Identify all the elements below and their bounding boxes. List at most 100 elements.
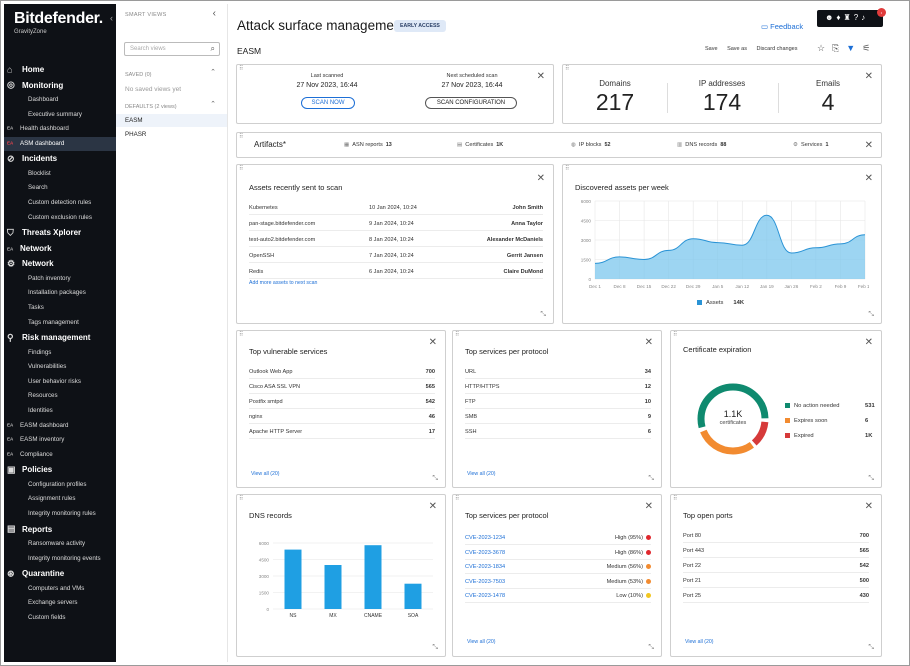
close-icon[interactable]: ✕	[864, 71, 873, 82]
resize-icon[interactable]: ⤡	[432, 644, 438, 651]
gift-icon[interactable]: ♜	[843, 13, 854, 22]
table-row[interactable]: CVE-2023-1234 High (95%)	[465, 531, 651, 545]
sidebar-item-risk-management[interactable]: ⚲ Risk management	[4, 330, 116, 346]
sidebar-item-assignment-rules[interactable]: Assignment rules	[4, 492, 116, 507]
drag-handle-icon[interactable]: ⠿	[239, 332, 244, 338]
scan-now-button[interactable]: SCAN NOW	[301, 97, 355, 109]
artifact-dns-records[interactable]: ▥ DNS records 88	[677, 142, 727, 148]
sidebar-item-patch-inventory[interactable]: Patch inventory	[4, 272, 116, 287]
view-item-easm[interactable]: EASM	[116, 114, 227, 127]
view-all-link[interactable]: View all (20)	[467, 639, 496, 645]
table-row[interactable]: FTP 10	[465, 395, 651, 409]
cve-link[interactable]: CVE-2023-1234	[465, 535, 506, 541]
table-row[interactable]: HTTP/HTTPS 12	[465, 380, 651, 394]
sidebar-item-health-dashboard[interactable]: EA Health dashboard	[4, 122, 116, 137]
resize-icon[interactable]: ⤡	[868, 311, 874, 318]
sidebar-item-policies[interactable]: ▣ Policies	[4, 462, 116, 478]
sidebar-item-threats-xplorer[interactable]: ⛉ Threats Xplorer	[4, 225, 116, 241]
resize-icon[interactable]: ⤡	[648, 475, 654, 482]
table-row[interactable]: Port 443 565	[683, 544, 869, 558]
resize-icon[interactable]: ⤡	[540, 311, 546, 318]
table-row[interactable]: Port 25 430	[683, 589, 869, 603]
close-icon[interactable]: ✕	[864, 173, 873, 184]
artifact-ip-blocks[interactable]: ◍ IP blocks 52	[571, 142, 611, 148]
add-assets-link[interactable]: Add more assets to next scan	[249, 280, 318, 286]
sidebar-item-tasks[interactable]: Tasks	[4, 301, 116, 316]
resize-icon[interactable]: ⤡	[868, 475, 874, 482]
cve-link[interactable]: CVE-2023-7503	[465, 578, 506, 585]
view-all-link[interactable]: View all (20)	[467, 471, 496, 477]
sidebar-item-search[interactable]: Search	[4, 181, 116, 196]
bar-soa[interactable]	[404, 583, 422, 609]
view-all-link[interactable]: View all (20)	[685, 639, 714, 645]
bar-cname[interactable]	[364, 545, 382, 609]
table-row[interactable]: SMB 9	[465, 410, 651, 424]
table-row[interactable]: URL 34	[465, 365, 651, 379]
table-row[interactable]: Outlook Web App 700	[249, 365, 435, 379]
save-button[interactable]: Save	[705, 46, 718, 52]
sidebar-item-easm-dashboard[interactable]: EA EASM dashboard	[4, 419, 116, 434]
search-icon[interactable]: ⌕	[210, 44, 215, 53]
collapse-sidebar-icon[interactable]: ‹	[110, 13, 113, 23]
sidebar-item-user-behavior-risks[interactable]: User behavior risks	[4, 375, 116, 390]
drag-handle-icon[interactable]: ⠿	[239, 166, 244, 172]
close-icon[interactable]: ✕	[536, 71, 545, 82]
drag-handle-icon[interactable]: ⠿	[455, 332, 460, 338]
collapse-views-icon[interactable]: ‹	[212, 8, 216, 19]
table-row[interactable]: test-auto2.bitdefender.com 8 Jan 2024, 10…	[249, 233, 543, 247]
shield-icon[interactable]: ♦	[836, 13, 844, 22]
resize-icon[interactable]: ⤡	[648, 644, 654, 651]
sidebar-item-exchange-servers[interactable]: Exchange servers	[4, 596, 116, 611]
feedback-link[interactable]: ▭ Feedback	[761, 22, 804, 31]
sidebar-item-easm-inventory[interactable]: EA EASM inventory	[4, 433, 116, 448]
table-row[interactable]: Port 21 500	[683, 574, 869, 588]
close-icon[interactable]: ✕	[536, 173, 545, 184]
artifact-asn-reports[interactable]: ▦ ASN reports 13	[344, 142, 392, 148]
help-icon[interactable]: ?	[853, 13, 862, 22]
sidebar-item-network[interactable]: EA Network	[4, 241, 116, 257]
table-row[interactable]: Postfix smtpd 542	[249, 395, 435, 409]
sidebar-item-configuration-profiles[interactable]: Configuration profiles	[4, 478, 116, 493]
sidebar-item-monitoring[interactable]: ◎ Monitoring	[4, 78, 116, 94]
sidebar-item-asm-dashboard[interactable]: EA ASM dashboard	[4, 136, 116, 152]
chevron-up-icon[interactable]: ⌃	[210, 101, 216, 108]
sidebar-item-blocklist[interactable]: Blocklist	[4, 167, 116, 182]
table-row[interactable]: Port 22 542	[683, 559, 869, 573]
sidebar-item-compliance[interactable]: EA Compliance	[4, 448, 116, 463]
view-all-link[interactable]: View all (20)	[251, 471, 280, 477]
sidebar-item-custom-detection-rules[interactable]: Custom detection rules	[4, 196, 116, 211]
chevron-up-icon[interactable]: ⌃	[210, 69, 216, 76]
table-row[interactable]: pan-stage.bitdefender.com 9 Jan 2024, 10:…	[249, 217, 543, 231]
sidebar-item-tags-management[interactable]: Tags management	[4, 316, 116, 331]
star-icon[interactable]: ☆	[817, 43, 833, 53]
sidebar-item-computers-and-vms[interactable]: Computers and VMs	[4, 582, 116, 597]
close-icon[interactable]: ✕	[864, 501, 873, 512]
drag-handle-icon[interactable]: ⠿	[455, 496, 460, 502]
close-icon[interactable]: ✕	[864, 140, 873, 151]
export-icon[interactable]: ⎘	[832, 43, 847, 53]
sidebar-item-integrity-monitoring-events[interactable]: Integrity monitoring events	[4, 552, 116, 567]
sidebar-item-integrity-monitoring-rules[interactable]: Integrity monitoring rules	[4, 507, 116, 522]
table-row[interactable]: SSH 6	[465, 425, 651, 439]
cve-link[interactable]: CVE-2023-3678	[465, 549, 506, 556]
sidebar-item-custom-fields[interactable]: Custom fields	[4, 611, 116, 626]
cve-link[interactable]: CVE-2023-1834	[465, 564, 506, 570]
sidebar-item-findings[interactable]: Findings	[4, 346, 116, 361]
view-item-phasr[interactable]: PHASR	[125, 131, 147, 138]
sidebar-item-reports[interactable]: ▤ Reports	[4, 522, 116, 538]
bell-icon[interactable]: ♪	[861, 13, 869, 22]
drag-handle-icon[interactable]: ⠿	[239, 496, 244, 502]
sidebar-item-executive-summary[interactable]: Executive summary	[4, 108, 116, 123]
bar-mx[interactable]	[324, 565, 342, 609]
filter-icon[interactable]: ▼	[846, 43, 863, 53]
save-as-button[interactable]: Save as	[727, 46, 747, 52]
artifact-services[interactable]: ⚙ Services 1	[793, 142, 829, 148]
sidebar-item-custom-exclusion-rules[interactable]: Custom exclusion rules	[4, 211, 116, 226]
cve-link[interactable]: CVE-2023-1478	[465, 593, 506, 599]
table-row[interactable]: CVE-2023-1834 Medium (56%)	[465, 560, 651, 574]
sidebar-item-quarantine[interactable]: ⊛ Quarantine	[4, 566, 116, 582]
drag-handle-icon[interactable]: ⠿	[565, 66, 570, 72]
resize-icon[interactable]: ⤡	[868, 644, 874, 651]
sidebar-item-home[interactable]: ⌂ Home	[4, 62, 116, 78]
user-icon[interactable]: ☻	[825, 13, 837, 22]
